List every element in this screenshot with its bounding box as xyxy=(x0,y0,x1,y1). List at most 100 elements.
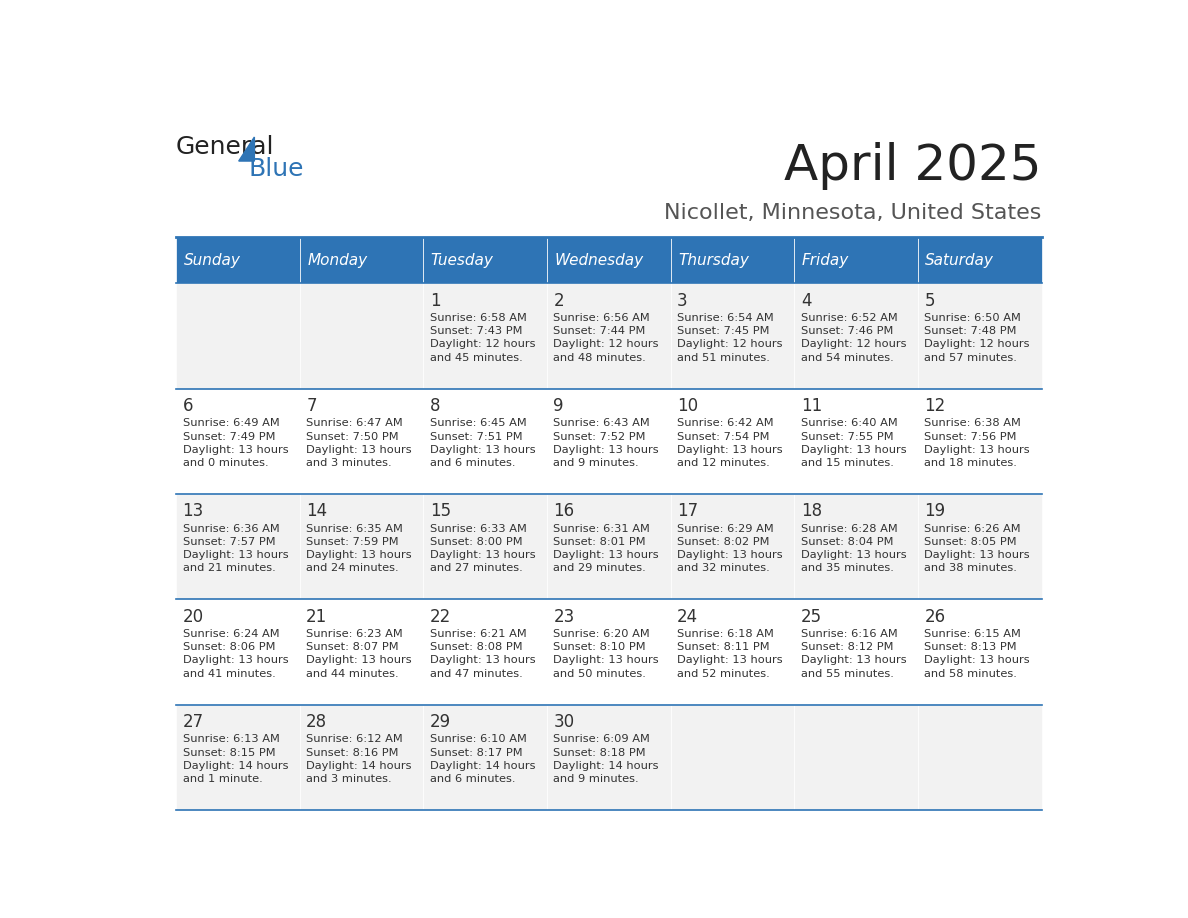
Bar xyxy=(918,238,1042,284)
Text: 14: 14 xyxy=(307,502,328,521)
Text: 16: 16 xyxy=(554,502,575,521)
Text: Sunrise: 6:43 AM
Sunset: 7:52 PM
Daylight: 13 hours
and 9 minutes.: Sunrise: 6:43 AM Sunset: 7:52 PM Dayligh… xyxy=(554,419,659,468)
Text: 6: 6 xyxy=(183,397,194,415)
Bar xyxy=(176,388,299,494)
Text: Sunrise: 6:58 AM
Sunset: 7:43 PM
Daylight: 12 hours
and 45 minutes.: Sunrise: 6:58 AM Sunset: 7:43 PM Dayligh… xyxy=(430,313,536,363)
Bar xyxy=(176,494,299,599)
Text: Sunrise: 6:28 AM
Sunset: 8:04 PM
Daylight: 13 hours
and 35 minutes.: Sunrise: 6:28 AM Sunset: 8:04 PM Dayligh… xyxy=(801,523,906,573)
Bar xyxy=(423,238,546,284)
Text: 17: 17 xyxy=(677,502,699,521)
Text: Sunrise: 6:15 AM
Sunset: 8:13 PM
Daylight: 13 hours
and 58 minutes.: Sunrise: 6:15 AM Sunset: 8:13 PM Dayligh… xyxy=(924,629,1030,678)
Text: 26: 26 xyxy=(924,608,946,626)
Bar xyxy=(423,494,546,599)
Bar xyxy=(671,599,795,705)
Bar xyxy=(671,284,795,388)
Text: 3: 3 xyxy=(677,292,688,309)
Text: Sunrise: 6:18 AM
Sunset: 8:11 PM
Daylight: 13 hours
and 52 minutes.: Sunrise: 6:18 AM Sunset: 8:11 PM Dayligh… xyxy=(677,629,783,678)
Text: April 2025: April 2025 xyxy=(784,142,1042,190)
Bar xyxy=(546,388,671,494)
Text: 20: 20 xyxy=(183,608,203,626)
Text: Sunrise: 6:38 AM
Sunset: 7:56 PM
Daylight: 13 hours
and 18 minutes.: Sunrise: 6:38 AM Sunset: 7:56 PM Dayligh… xyxy=(924,419,1030,468)
Bar xyxy=(423,388,546,494)
Bar xyxy=(671,705,795,810)
Text: Sunrise: 6:35 AM
Sunset: 7:59 PM
Daylight: 13 hours
and 24 minutes.: Sunrise: 6:35 AM Sunset: 7:59 PM Dayligh… xyxy=(307,523,412,573)
Text: Sunrise: 6:56 AM
Sunset: 7:44 PM
Daylight: 12 hours
and 48 minutes.: Sunrise: 6:56 AM Sunset: 7:44 PM Dayligh… xyxy=(554,313,659,363)
Text: Sunrise: 6:13 AM
Sunset: 8:15 PM
Daylight: 14 hours
and 1 minute.: Sunrise: 6:13 AM Sunset: 8:15 PM Dayligh… xyxy=(183,734,287,784)
Bar xyxy=(918,494,1042,599)
Text: 8: 8 xyxy=(430,397,441,415)
Bar xyxy=(546,284,671,388)
Bar xyxy=(299,284,423,388)
Text: 10: 10 xyxy=(677,397,699,415)
Bar xyxy=(795,705,918,810)
Text: Sunrise: 6:10 AM
Sunset: 8:17 PM
Daylight: 14 hours
and 6 minutes.: Sunrise: 6:10 AM Sunset: 8:17 PM Dayligh… xyxy=(430,734,536,784)
Bar xyxy=(546,494,671,599)
Bar xyxy=(795,284,918,388)
Text: 12: 12 xyxy=(924,397,946,415)
Text: Sunrise: 6:16 AM
Sunset: 8:12 PM
Daylight: 13 hours
and 55 minutes.: Sunrise: 6:16 AM Sunset: 8:12 PM Dayligh… xyxy=(801,629,906,678)
Text: 29: 29 xyxy=(430,713,451,731)
Text: 25: 25 xyxy=(801,608,822,626)
Text: 19: 19 xyxy=(924,502,946,521)
Text: Sunday: Sunday xyxy=(183,252,240,268)
Text: Sunrise: 6:33 AM
Sunset: 8:00 PM
Daylight: 13 hours
and 27 minutes.: Sunrise: 6:33 AM Sunset: 8:00 PM Dayligh… xyxy=(430,523,536,573)
Text: Sunrise: 6:47 AM
Sunset: 7:50 PM
Daylight: 13 hours
and 3 minutes.: Sunrise: 6:47 AM Sunset: 7:50 PM Dayligh… xyxy=(307,419,412,468)
Text: General: General xyxy=(176,135,274,159)
Text: 7: 7 xyxy=(307,397,317,415)
Text: Sunrise: 6:36 AM
Sunset: 7:57 PM
Daylight: 13 hours
and 21 minutes.: Sunrise: 6:36 AM Sunset: 7:57 PM Dayligh… xyxy=(183,523,289,573)
Text: Sunrise: 6:20 AM
Sunset: 8:10 PM
Daylight: 13 hours
and 50 minutes.: Sunrise: 6:20 AM Sunset: 8:10 PM Dayligh… xyxy=(554,629,659,678)
Text: Thursday: Thursday xyxy=(678,252,748,268)
Text: 4: 4 xyxy=(801,292,811,309)
Text: 5: 5 xyxy=(924,292,935,309)
Text: Sunrise: 6:42 AM
Sunset: 7:54 PM
Daylight: 13 hours
and 12 minutes.: Sunrise: 6:42 AM Sunset: 7:54 PM Dayligh… xyxy=(677,419,783,468)
Bar xyxy=(918,284,1042,388)
Text: Sunrise: 6:49 AM
Sunset: 7:49 PM
Daylight: 13 hours
and 0 minutes.: Sunrise: 6:49 AM Sunset: 7:49 PM Dayligh… xyxy=(183,419,289,468)
Bar xyxy=(918,599,1042,705)
Text: Sunrise: 6:23 AM
Sunset: 8:07 PM
Daylight: 13 hours
and 44 minutes.: Sunrise: 6:23 AM Sunset: 8:07 PM Dayligh… xyxy=(307,629,412,678)
Bar xyxy=(176,284,299,388)
Bar xyxy=(918,705,1042,810)
Bar xyxy=(176,705,299,810)
Bar xyxy=(176,238,299,284)
Bar xyxy=(795,599,918,705)
Text: 28: 28 xyxy=(307,713,328,731)
Bar xyxy=(795,494,918,599)
Polygon shape xyxy=(239,137,254,161)
Text: 27: 27 xyxy=(183,713,203,731)
Text: Sunrise: 6:45 AM
Sunset: 7:51 PM
Daylight: 13 hours
and 6 minutes.: Sunrise: 6:45 AM Sunset: 7:51 PM Dayligh… xyxy=(430,419,536,468)
Text: Sunrise: 6:31 AM
Sunset: 8:01 PM
Daylight: 13 hours
and 29 minutes.: Sunrise: 6:31 AM Sunset: 8:01 PM Dayligh… xyxy=(554,523,659,573)
Text: Sunrise: 6:52 AM
Sunset: 7:46 PM
Daylight: 12 hours
and 54 minutes.: Sunrise: 6:52 AM Sunset: 7:46 PM Dayligh… xyxy=(801,313,906,363)
Bar xyxy=(546,705,671,810)
Bar xyxy=(299,705,423,810)
Text: Sunrise: 6:21 AM
Sunset: 8:08 PM
Daylight: 13 hours
and 47 minutes.: Sunrise: 6:21 AM Sunset: 8:08 PM Dayligh… xyxy=(430,629,536,678)
Text: Friday: Friday xyxy=(802,252,849,268)
Text: Sunrise: 6:50 AM
Sunset: 7:48 PM
Daylight: 12 hours
and 57 minutes.: Sunrise: 6:50 AM Sunset: 7:48 PM Dayligh… xyxy=(924,313,1030,363)
Bar xyxy=(671,494,795,599)
Bar xyxy=(299,599,423,705)
Bar xyxy=(299,388,423,494)
Bar xyxy=(423,599,546,705)
Text: Sunrise: 6:26 AM
Sunset: 8:05 PM
Daylight: 13 hours
and 38 minutes.: Sunrise: 6:26 AM Sunset: 8:05 PM Dayligh… xyxy=(924,523,1030,573)
Bar xyxy=(423,705,546,810)
Bar xyxy=(546,599,671,705)
Text: 1: 1 xyxy=(430,292,441,309)
Text: 11: 11 xyxy=(801,397,822,415)
Text: Nicollet, Minnesota, United States: Nicollet, Minnesota, United States xyxy=(664,204,1042,223)
Bar xyxy=(176,599,299,705)
Bar xyxy=(671,388,795,494)
Text: 13: 13 xyxy=(183,502,204,521)
Text: 21: 21 xyxy=(307,608,328,626)
Text: 24: 24 xyxy=(677,608,699,626)
Bar xyxy=(299,238,423,284)
Bar xyxy=(918,388,1042,494)
Text: Sunrise: 6:09 AM
Sunset: 8:18 PM
Daylight: 14 hours
and 9 minutes.: Sunrise: 6:09 AM Sunset: 8:18 PM Dayligh… xyxy=(554,734,659,784)
Text: 23: 23 xyxy=(554,608,575,626)
Text: 15: 15 xyxy=(430,502,451,521)
Text: Monday: Monday xyxy=(308,252,367,268)
Text: Sunrise: 6:12 AM
Sunset: 8:16 PM
Daylight: 14 hours
and 3 minutes.: Sunrise: 6:12 AM Sunset: 8:16 PM Dayligh… xyxy=(307,734,412,784)
Text: 18: 18 xyxy=(801,502,822,521)
Bar xyxy=(546,238,671,284)
Bar xyxy=(795,388,918,494)
Bar xyxy=(299,494,423,599)
Text: Tuesday: Tuesday xyxy=(431,252,494,268)
